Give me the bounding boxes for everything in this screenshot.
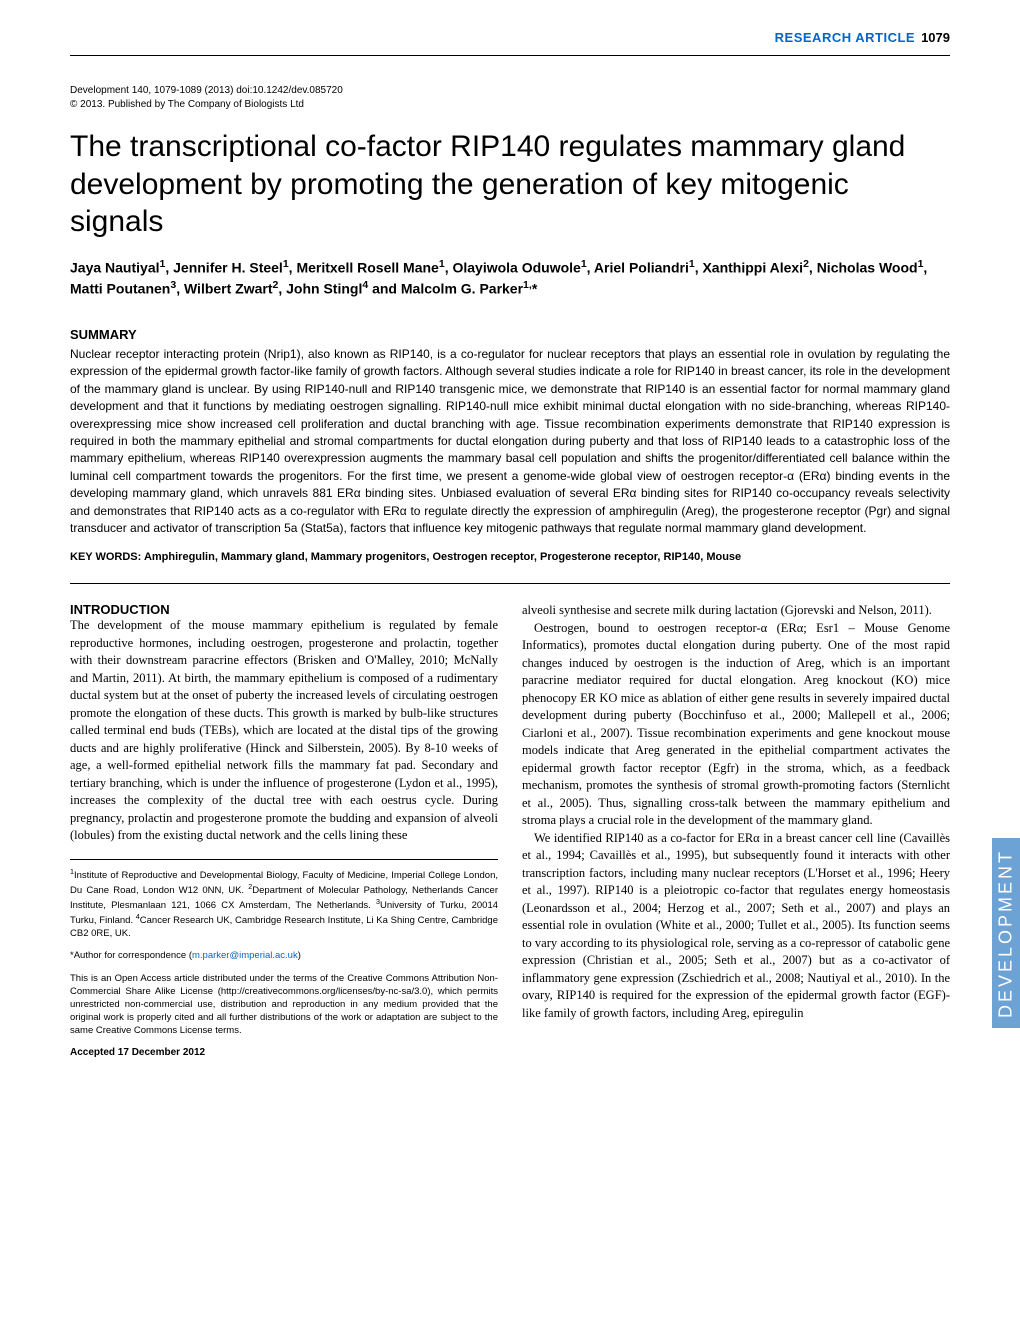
intro-para-continuation: alveoli synthesise and secrete milk duri… (522, 602, 950, 620)
header-label: RESEARCH ARTICLE (775, 30, 915, 45)
header-rule (70, 55, 950, 56)
citation-line2: © 2013. Published by The Company of Biol… (70, 98, 950, 112)
summary-text: Nuclear receptor interacting protein (Nr… (70, 346, 950, 537)
column-left: INTRODUCTION The development of the mous… (70, 602, 498, 1058)
intro-para-1: The development of the mouse mammary epi… (70, 617, 498, 845)
correspondence-email[interactable]: m.parker@imperial.ac.uk (192, 950, 298, 961)
article-title: The transcriptional co-factor RIP140 reg… (70, 128, 950, 241)
correspondence-suffix: ) (298, 950, 301, 961)
accepted-date: Accepted 17 December 2012 (70, 1047, 498, 1058)
authors: Jaya Nautiyal1, Jennifer H. Steel1, Meri… (70, 257, 950, 300)
intro-para-3: We identified RIP140 as a co-factor for … (522, 830, 950, 1023)
page-number: 1079 (921, 30, 950, 45)
intro-heading: INTRODUCTION (70, 602, 498, 617)
body-rule (70, 583, 950, 584)
footnote-rule (70, 859, 498, 860)
correspondence-prefix: *Author for correspondence ( (70, 950, 192, 961)
summary-heading: SUMMARY (70, 327, 950, 342)
intro-para-2: Oestrogen, bound to oestrogen receptor-α… (522, 620, 950, 830)
keywords: KEY WORDS: Amphiregulin, Mammary gland, … (70, 551, 950, 563)
affiliations: 1Institute of Reproductive and Developme… (70, 868, 498, 941)
license-text: This is an Open Access article distribut… (70, 973, 498, 1037)
side-tab: DEVELOPMENT (992, 838, 1020, 1028)
column-right: alveoli synthesise and secrete milk duri… (522, 602, 950, 1058)
citation-block: Development 140, 1079-1089 (2013) doi:10… (70, 84, 950, 112)
correspondence: *Author for correspondence (m.parker@imp… (70, 950, 498, 963)
body-columns: INTRODUCTION The development of the mous… (70, 602, 950, 1058)
citation-line1: Development 140, 1079-1089 (2013) doi:10… (70, 84, 950, 98)
